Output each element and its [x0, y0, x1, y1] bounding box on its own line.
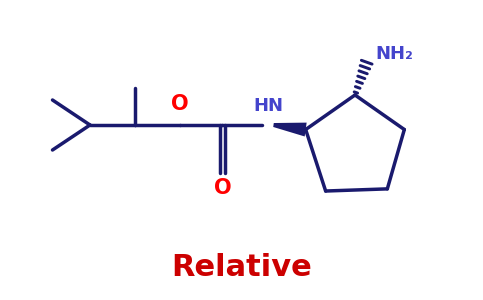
- Text: Relative: Relative: [171, 253, 312, 282]
- Text: NH₂: NH₂: [375, 45, 413, 63]
- Text: O: O: [171, 94, 189, 114]
- Text: O: O: [213, 178, 231, 199]
- Polygon shape: [273, 123, 307, 136]
- Text: HN: HN: [254, 97, 284, 115]
